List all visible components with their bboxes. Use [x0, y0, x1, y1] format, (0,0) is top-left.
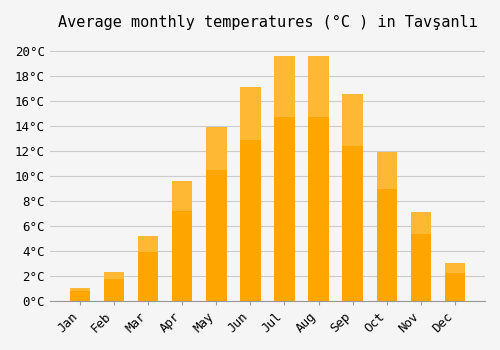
Bar — [308, 56, 329, 117]
Bar — [410, 212, 431, 301]
Bar — [445, 263, 465, 273]
Bar — [138, 236, 158, 301]
Bar — [138, 236, 158, 252]
Bar — [342, 94, 363, 301]
Bar — [342, 94, 363, 146]
Bar — [445, 263, 465, 301]
Title: Average monthly temperatures (°C ) in Tavşanlı: Average monthly temperatures (°C ) in Ta… — [58, 15, 478, 30]
Bar — [376, 152, 397, 189]
Bar — [240, 87, 260, 140]
Bar — [206, 127, 227, 170]
Bar — [70, 288, 90, 301]
Bar — [206, 127, 227, 301]
Bar — [172, 181, 193, 301]
Bar — [240, 87, 260, 301]
Bar — [70, 288, 90, 292]
Bar — [274, 56, 294, 301]
Bar — [308, 56, 329, 301]
Bar — [172, 181, 193, 211]
Bar — [274, 56, 294, 117]
Bar — [104, 272, 124, 301]
Bar — [410, 212, 431, 234]
Bar — [104, 272, 124, 279]
Bar — [376, 152, 397, 301]
